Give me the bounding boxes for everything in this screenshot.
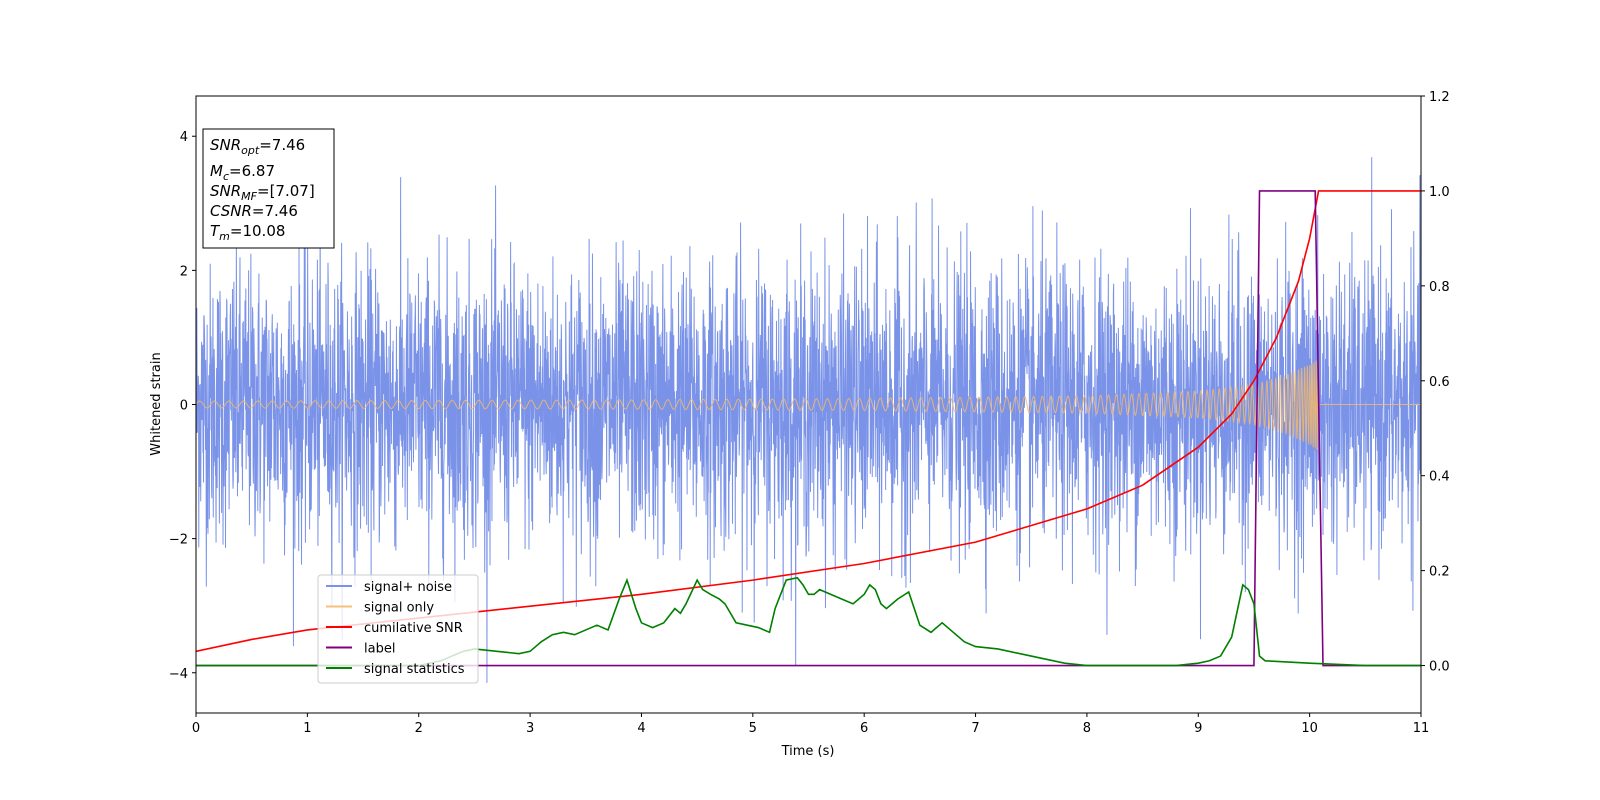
legend-label-3: label <box>364 642 395 657</box>
x-tick-label: 9 <box>1194 721 1202 736</box>
y-axis-label-left: Whitened strain <box>149 352 164 455</box>
snr-info-box: SNRopt=7.46 Mc=6.87 SNRMF=[7.07] CSNR=7.… <box>202 128 335 249</box>
x-tick-label: 3 <box>526 721 534 736</box>
snr-mf-text: SNRMF=[7.07] <box>210 182 315 203</box>
y-right-tick-label: 0.2 <box>1429 565 1450 580</box>
series-layer <box>196 157 1421 683</box>
y-left-tick-label: −4 <box>169 667 188 682</box>
y-right-tick-label: 1.2 <box>1429 90 1450 105</box>
y-left-tick-label: 4 <box>180 130 188 145</box>
legend-label-0: signal+ noise <box>364 580 452 595</box>
x-tick-label: 10 <box>1301 721 1318 736</box>
y-left-tick-label: −2 <box>169 533 188 548</box>
y-right-tick-label: 0.6 <box>1429 375 1450 390</box>
mc-text: Mc=6.87 <box>210 162 275 183</box>
series-label-line <box>196 190 1421 667</box>
x-tick-label: 7 <box>971 721 979 736</box>
x-axis-label: Time (s) <box>781 744 835 759</box>
snr-opt-text: SNRopt=7.46 <box>210 136 305 157</box>
y-right-tick-label: 0.8 <box>1429 280 1450 295</box>
x-tick-label: 4 <box>637 721 645 736</box>
y-right-tick-label: 1.0 <box>1429 185 1450 200</box>
x-tick-label: 1 <box>303 721 311 736</box>
x-tick-label: 0 <box>192 721 200 736</box>
legend-label-4: signal statistics <box>364 662 465 677</box>
x-tick-label: 8 <box>1083 721 1091 736</box>
legend: signal+ noise signal only cumilative SNR la… <box>317 574 479 684</box>
x-tick-label: 11 <box>1413 721 1430 736</box>
x-tick-label: 6 <box>860 721 868 736</box>
x-tick-label: 5 <box>749 721 757 736</box>
x-tick-label: 2 <box>415 721 423 736</box>
csnr-text: CSNR=7.46 <box>210 202 298 220</box>
series-signal-only-line <box>196 358 1421 450</box>
y-right-tick-label: 0.4 <box>1429 470 1450 485</box>
legend-label-2: cumilative SNR <box>364 621 463 636</box>
ticks-layer: 0 1 2 3 4 5 6 7 8 9 10 11 −4 −2 0 2 4 0.0 0.2 0.4 0.6 0.8 1.0 1… <box>169 90 1450 736</box>
legend-label-1: signal only <box>364 601 434 616</box>
y-left-tick-label: 2 <box>180 264 188 279</box>
series-signal-noise-line <box>196 157 1421 683</box>
series-signal-statistics-line <box>196 576 1421 667</box>
tm-text: Tm=10.08 <box>210 222 285 243</box>
y-right-tick-label: 0.0 <box>1429 660 1450 675</box>
legend-frame <box>317 574 479 684</box>
y-left-tick-label: 0 <box>180 399 188 414</box>
